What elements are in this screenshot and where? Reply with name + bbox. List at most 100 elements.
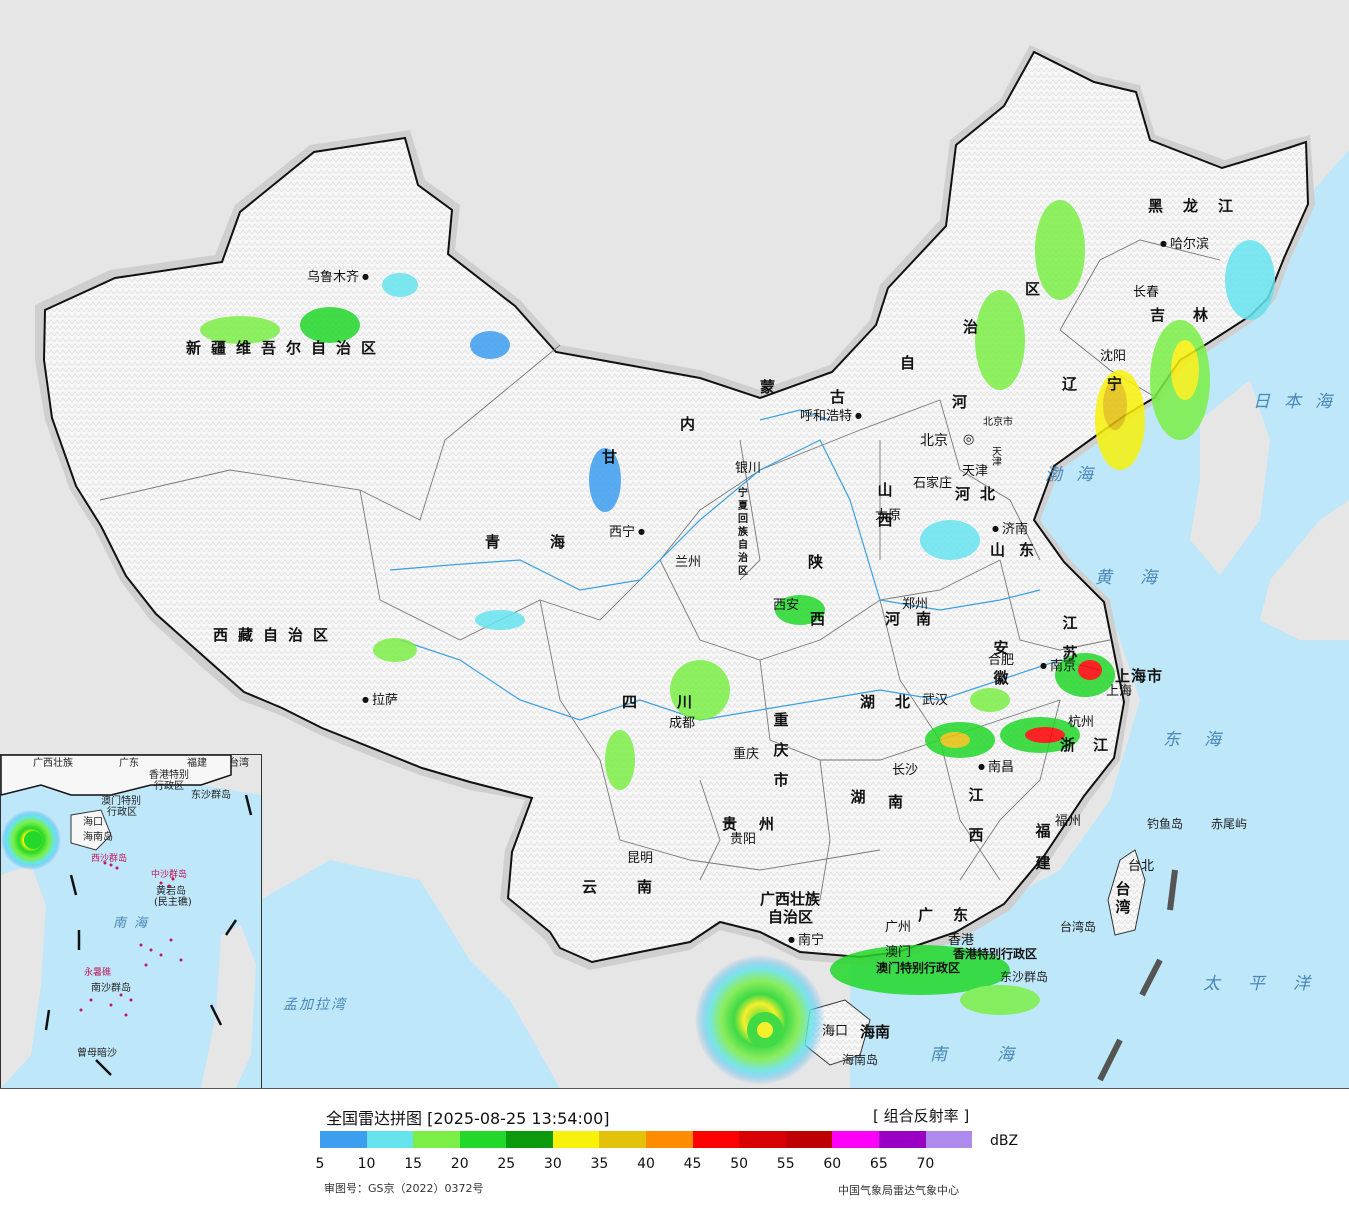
sea-japan: 日本海 [1253, 392, 1346, 412]
city-kunming: 昆明 [627, 851, 654, 866]
taiwan-island [1107, 849, 1146, 936]
scale-tick-label: 50 [730, 1156, 749, 1172]
province-jilin: 吉林 [1150, 306, 1237, 324]
product-name: [ 组合反射率 ] [873, 1107, 970, 1125]
radar-map: 新疆维吾尔自治区 西藏自治区 青海 甘 内 蒙 古 自 治 区 黑龙江 吉林 辽… [0, 0, 1349, 1089]
scale-swatch [320, 1131, 367, 1148]
province-hunan-b: 南 [888, 793, 914, 811]
city-chongqing: 重庆 [733, 747, 760, 762]
city-haikou: 海口 [822, 1024, 849, 1039]
province-hunan-a: 湖 [850, 788, 866, 806]
city-shijiazhuang: 石家庄 [913, 476, 953, 491]
inset-label-guangxi: 广西壮族 [33, 758, 73, 769]
city-hefei: 合肥 [988, 653, 1015, 668]
inset-label-hk: 香港特别 [149, 770, 189, 781]
scale-tick-label: 15 [404, 1156, 423, 1172]
city-taipei: 台北 [1128, 859, 1155, 874]
city-changchun: 长春 [1133, 285, 1160, 300]
inset-label-guangdong: 广东 [119, 758, 139, 769]
city-shanghai: 上海 [1106, 684, 1133, 699]
inset-label-huangyan: 黄岩岛 [156, 886, 186, 897]
province-shanghai: 上海市 [1115, 667, 1164, 685]
sea-bohai: 渤海 [1045, 465, 1107, 485]
agency-name: 中国气象局雷达气象中心 [838, 1184, 959, 1197]
inset-label-macau2: 行政区 [107, 807, 137, 818]
province-shanxi: 山西 [877, 481, 893, 529]
color-scale [320, 1131, 973, 1148]
legend-panel: 全国雷达拼图 [2025-08-25 13:54:00] [ 组合反射率 ] d… [0, 1089, 1349, 1208]
city-xining: 西宁 [609, 526, 645, 539]
scale-tick-label: 70 [916, 1156, 935, 1172]
inset-label-hainan: 海南岛 [83, 832, 113, 843]
sea-bengal: 孟加拉湾 [283, 997, 347, 1013]
inset-label-macau: 澳门特别 [101, 796, 141, 807]
city-xian: 西安 [773, 598, 800, 613]
province-guangdong: 广东 [918, 906, 989, 924]
city-nanjing: 南京 [1040, 660, 1076, 673]
province-neimenggu-f: 区 [1025, 280, 1051, 298]
city-yinchuan: 银川 [735, 461, 762, 476]
city-macau: 澳门 [885, 945, 912, 960]
scale-tick-label: 40 [637, 1156, 655, 1172]
province-taiwan: 台湾 [1115, 880, 1131, 916]
province-fujian: 福建 [1035, 822, 1051, 872]
inset-label-hk2: 行政区 [154, 781, 184, 792]
city-lhasa: 拉萨 [362, 694, 398, 707]
inset-map [1, 755, 261, 1088]
sea-south: 南海 [930, 1045, 1064, 1065]
province-gansu: 甘 [602, 448, 628, 466]
city-taiyuan: 太原 [875, 508, 902, 523]
province-shandong: 山东 [990, 541, 1049, 559]
korea-peninsula [1190, 380, 1270, 575]
province-henan: 河南 [885, 610, 948, 628]
scale-swatch [646, 1131, 693, 1148]
scale-tick-label: 20 [450, 1156, 469, 1172]
scale-swatch [925, 1131, 973, 1148]
inset-label-dongsha: 东沙群岛 [191, 790, 231, 801]
scale-swatch [878, 1131, 926, 1148]
city-guangzhou: 广州 [885, 920, 912, 935]
inset-label-fujian: 福建 [187, 758, 207, 769]
city-tianjin: 天津 [962, 464, 989, 479]
province-guizhou: 贵州 [722, 815, 797, 833]
radar-echoes [200, 200, 1275, 1085]
inset-label-haikou: 海口 [83, 817, 103, 828]
city-hangzhou: 杭州 [1068, 715, 1095, 730]
city-harbin: 哈尔滨 [1160, 238, 1209, 251]
city-jinan: 济南 [992, 523, 1028, 536]
region-hk: 香港特别行政区 [953, 947, 1038, 961]
scale-tick-label: 65 [869, 1156, 888, 1172]
province-beijing-small: 北京市 [983, 417, 1013, 428]
inset-label-taiwan: 台湾 [229, 758, 249, 769]
province-jiangxi: 江西 [968, 786, 984, 844]
province-sichuan: 四川 [622, 693, 733, 711]
sea-east [850, 150, 1349, 1088]
capital-marker-icon: ◎ [963, 432, 975, 447]
scale-swatch [459, 1131, 507, 1148]
province-jiangsu: 江苏 [1062, 614, 1078, 662]
approval-number: 审图号：GS京（2022）0372号 [324, 1182, 484, 1195]
scale-tick-label: 55 [776, 1156, 795, 1172]
province-tianjin-small: 天津 [992, 447, 1002, 468]
maritime-boundary [1097, 869, 1178, 1082]
island-chiwei: 赤尾屿 [1211, 817, 1248, 831]
province-neimenggu-a: 内 [680, 415, 706, 433]
city-changsha: 长沙 [892, 763, 919, 778]
scale-swatch [832, 1131, 879, 1148]
province-guangxi-b: 自治区 [768, 908, 814, 926]
province-chongqing: 重庆市 [773, 711, 789, 789]
scale-swatch [739, 1131, 786, 1148]
inset-label-zengmu: 曾母暗沙 [77, 1048, 117, 1059]
province-yunnan: 云南 [582, 878, 693, 896]
province-shaanxi-b: 西 [810, 610, 836, 628]
province-xizang: 西藏自治区 [213, 626, 339, 644]
scale-tick-label: 30 [543, 1156, 562, 1172]
inset-label-yongshu: 永暑礁 [84, 968, 112, 978]
province-zhejiang: 浙江 [1060, 736, 1127, 754]
province-hebei: 河北 [955, 485, 1006, 503]
region-macau: 澳门特别行政区 [876, 961, 961, 975]
japan-land [1260, 500, 1349, 640]
sea-pacific: 太平洋 [1203, 974, 1338, 994]
inset-label-nansha: 南沙群岛 [91, 983, 131, 994]
scale-tick-label: 35 [590, 1156, 609, 1172]
